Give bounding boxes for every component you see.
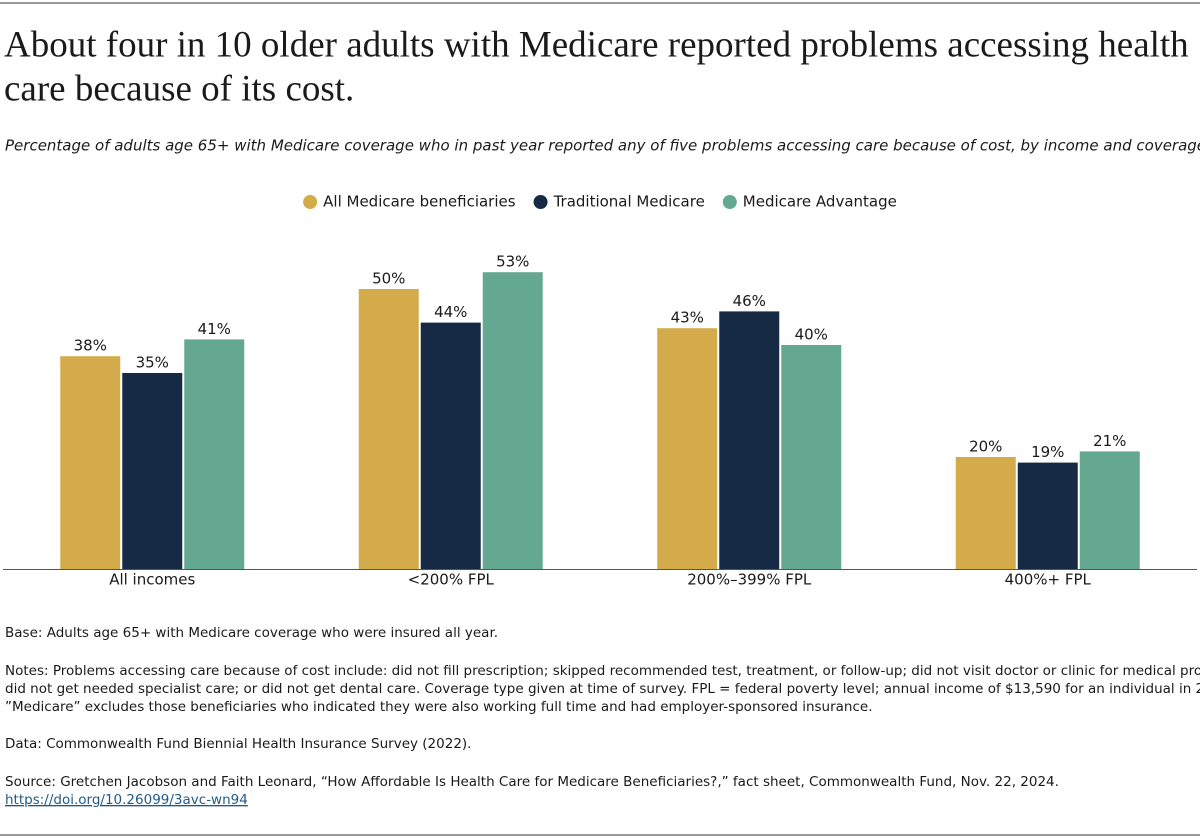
footnote: Base: Adults age 65+ with Medicare cover… (5, 625, 498, 641)
bar (482, 272, 543, 569)
data-label: 46% (733, 292, 766, 310)
bar (358, 289, 419, 569)
data-label: 21% (1093, 432, 1126, 450)
legend-swatch (533, 195, 548, 209)
bar (657, 328, 718, 569)
chart-subtitle: Percentage of adults age 65+ with Medica… (5, 137, 1200, 155)
data-label: 38% (74, 337, 107, 355)
data-label: 40% (795, 326, 828, 344)
footnote: Data: Commonwealth Fund Biennial Health … (5, 736, 471, 752)
footnote: did not get needed specialist care; or d… (5, 681, 1200, 697)
legend-swatch (303, 195, 318, 209)
x-tick-label: All incomes (109, 571, 195, 589)
bar (60, 356, 121, 569)
footnote: ”Medicare” excludes those beneficiaries … (5, 699, 873, 715)
data-label: 44% (434, 303, 467, 321)
x-tick-label: 400%+ FPL (1005, 571, 1092, 589)
x-tick-label: <200% FPL (408, 571, 495, 589)
x-tick-label: 200%–399% FPL (687, 571, 812, 589)
legend-label: Traditional Medicare (553, 193, 705, 211)
footnote: Source: Gretchen Jacobson and Faith Leon… (5, 774, 1059, 790)
legend-label: All Medicare beneficiaries (323, 193, 516, 211)
chart-title: About four in 10 older adults with Medic… (4, 24, 1189, 65)
bar (184, 339, 245, 569)
bar (1079, 451, 1140, 569)
bar (955, 457, 1016, 569)
legend-swatch (722, 195, 737, 209)
legend-label: Medicare Advantage (743, 193, 897, 211)
bar (420, 322, 481, 569)
bar (719, 311, 780, 569)
data-label: 19% (1031, 443, 1064, 461)
data-label: 53% (496, 253, 529, 271)
bar (122, 373, 183, 569)
data-label: 50% (372, 270, 405, 288)
data-label: 41% (198, 320, 231, 338)
bar (1017, 462, 1078, 569)
data-label: 20% (969, 438, 1002, 456)
footnote: Notes: Problems accessing care because o… (5, 663, 1200, 679)
data-label: 35% (136, 354, 169, 372)
source-link[interactable]: https://doi.org/10.26099/3avc-wn94 (5, 792, 248, 808)
chart-title: care because of its cost. (4, 68, 354, 109)
data-label: 43% (671, 309, 704, 327)
bar (781, 345, 842, 569)
